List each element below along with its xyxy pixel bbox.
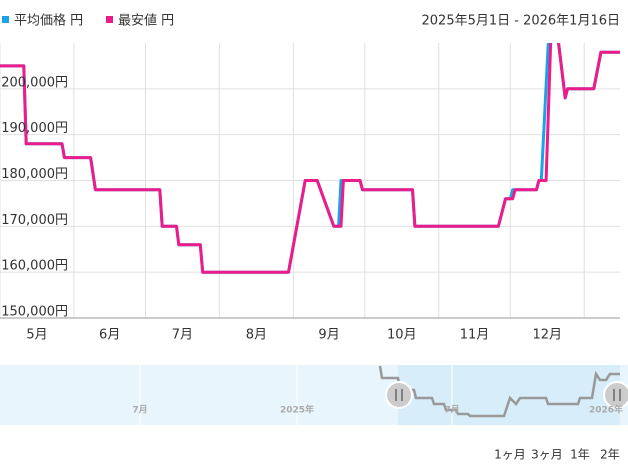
date-range: 2025年5月1日 - 2026年1月16日 xyxy=(422,14,620,29)
x-tick-label: 12月 xyxy=(532,328,562,343)
legend-label: 平均価格 円 xyxy=(14,13,83,29)
legend-swatch xyxy=(2,16,9,23)
x-tick-label: 5月 xyxy=(26,328,47,343)
x-tick-label: 7月 xyxy=(172,328,193,343)
navigator-handle[interactable] xyxy=(385,381,413,409)
range-button[interactable]: 3ヶ月 xyxy=(531,448,563,462)
series-line xyxy=(0,43,620,274)
y-tick-label: 180,000円 xyxy=(1,167,68,182)
series-line xyxy=(0,43,620,274)
handle-grip[interactable] xyxy=(395,389,403,401)
range-buttons: 1ヶ月 3ヶ月 1年 2年 xyxy=(494,448,620,462)
navigator-line xyxy=(378,365,620,418)
navigator: 7月 2025年 7月 2026年 xyxy=(0,365,628,425)
x-tick-label: 11月 xyxy=(460,328,490,343)
handle-circle[interactable] xyxy=(603,381,628,409)
x-tick-label: 6月 xyxy=(99,328,120,343)
navigator-handle[interactable] xyxy=(603,381,628,409)
x-tick-label: 10月 xyxy=(387,328,417,343)
handle-grip[interactable] xyxy=(613,389,621,401)
navigator-label: 2026年 xyxy=(589,404,623,416)
x-tick-label: 8月 xyxy=(246,328,267,343)
y-tick-label: 170,000円 xyxy=(1,213,68,228)
x-tick-label: 9月 xyxy=(318,328,339,343)
navigator-label: 7月 xyxy=(132,405,147,416)
navigator-selection xyxy=(398,365,620,425)
y-tick-label: 160,000円 xyxy=(1,259,68,274)
handle-circle[interactable] xyxy=(385,381,413,409)
range-button[interactable]: 1ヶ月 xyxy=(494,448,526,462)
range-button[interactable]: 1年 xyxy=(570,448,590,462)
legend-swatch xyxy=(106,16,113,23)
y-tick-label: 150,000円 xyxy=(1,305,68,320)
y-tick-label: 200,000円 xyxy=(1,75,68,90)
legend: 平均価格 円 最安値 円 xyxy=(2,13,174,29)
navigator-label: 2025年 xyxy=(280,404,314,416)
range-button[interactable]: 2年 xyxy=(600,448,620,462)
y-tick-label: 190,000円 xyxy=(1,121,68,136)
legend-label: 最安値 円 xyxy=(118,13,174,29)
navigator-label: 7月 xyxy=(444,405,459,416)
